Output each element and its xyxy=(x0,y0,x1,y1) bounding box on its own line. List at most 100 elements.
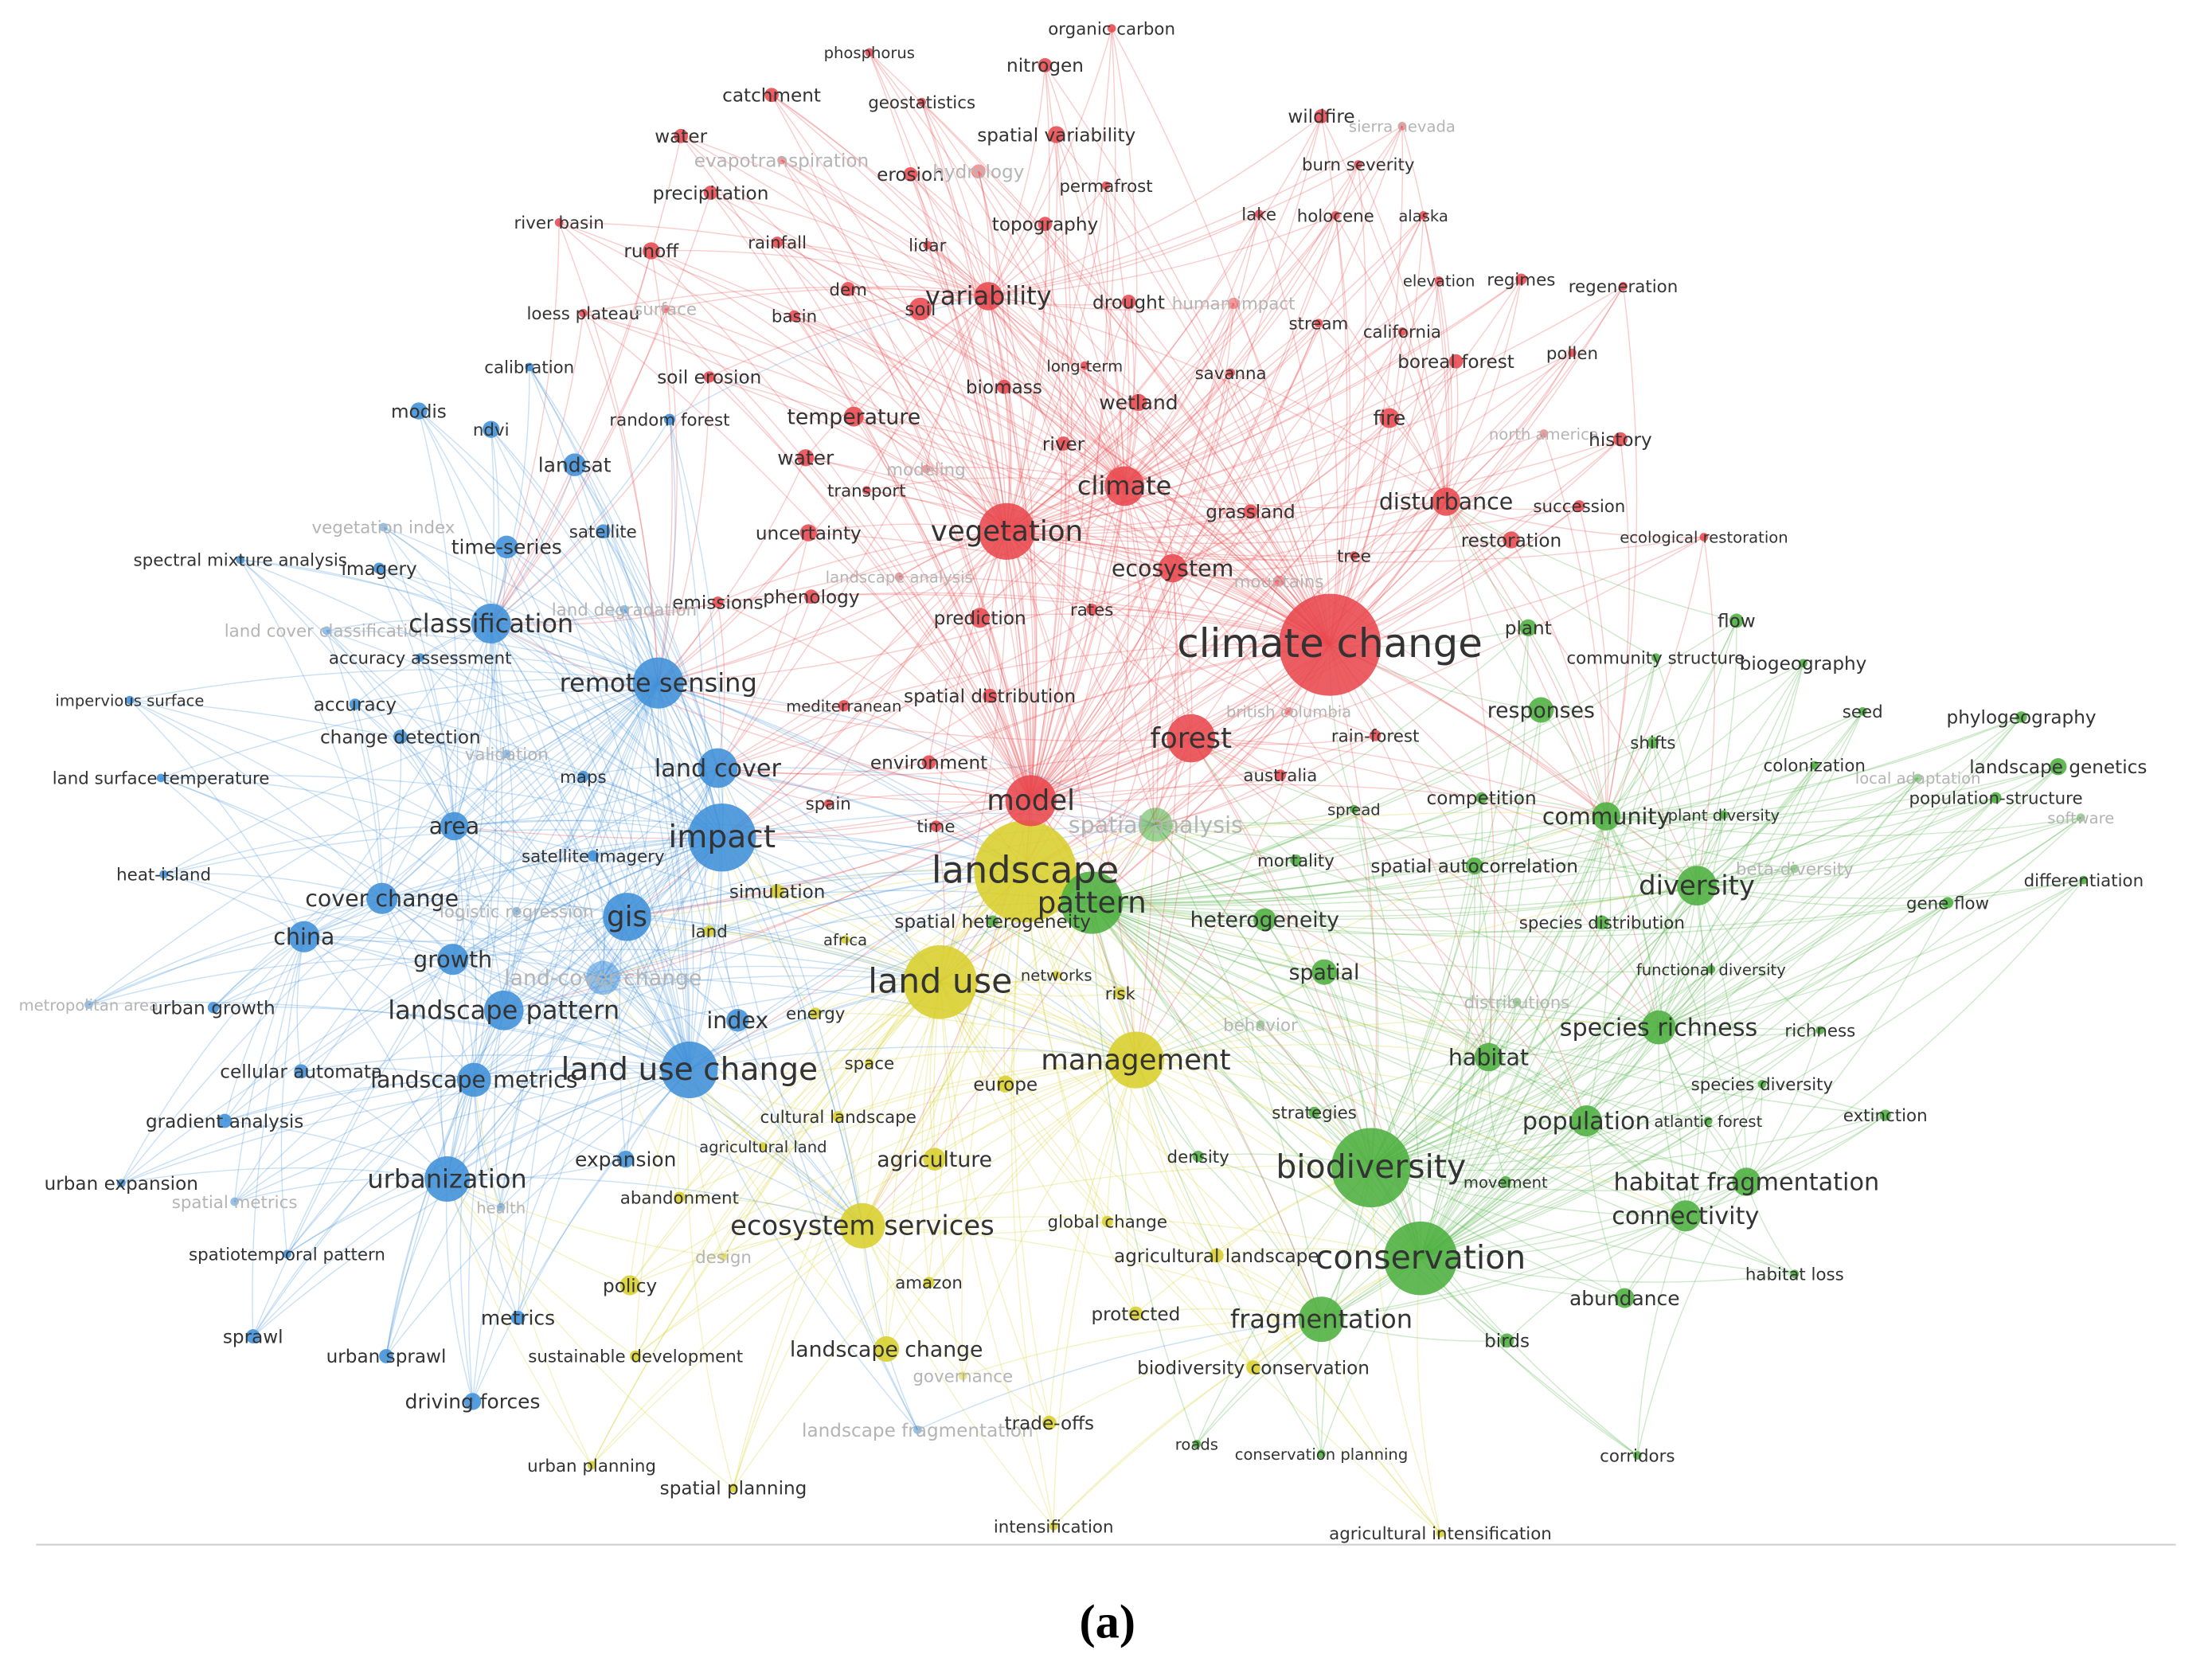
node-label: abundance xyxy=(1569,1287,1680,1310)
node xyxy=(1614,1288,1635,1308)
edge xyxy=(1030,536,1705,802)
node xyxy=(1107,1031,1164,1089)
edge xyxy=(1030,323,1319,801)
node-label: population xyxy=(1522,1108,1651,1136)
edge xyxy=(1091,901,1886,1116)
edge xyxy=(635,981,941,1357)
edge xyxy=(225,1120,447,1180)
node xyxy=(619,604,629,614)
node xyxy=(726,1008,749,1032)
node xyxy=(996,1075,1014,1093)
node xyxy=(603,893,651,941)
node xyxy=(1080,361,1089,370)
edge xyxy=(1006,224,1046,532)
node xyxy=(1048,126,1065,143)
edge xyxy=(987,134,1057,297)
edge xyxy=(591,981,941,1466)
node-label: topography xyxy=(992,214,1098,235)
edge xyxy=(1445,501,1737,622)
edge xyxy=(1092,901,1602,935)
edge xyxy=(733,1059,1136,1488)
edge xyxy=(234,1079,475,1202)
edge xyxy=(940,982,1050,1423)
edge xyxy=(1295,859,1421,1259)
edge xyxy=(709,295,989,377)
node xyxy=(366,882,398,914)
node xyxy=(703,186,718,200)
edge xyxy=(1585,1120,1747,1183)
edge xyxy=(776,241,1125,487)
edge xyxy=(978,170,1125,487)
edge xyxy=(1401,331,1447,502)
node xyxy=(930,820,942,832)
node-label: climate change xyxy=(1177,620,1482,667)
edge xyxy=(301,1067,475,1081)
edge xyxy=(129,699,723,839)
edge xyxy=(1155,824,1296,861)
node xyxy=(839,1202,885,1249)
edge xyxy=(1445,501,1607,817)
edge xyxy=(869,52,1032,801)
edge xyxy=(627,870,1026,918)
node-label: accuracy assessment xyxy=(329,648,512,668)
node-label: flow xyxy=(1718,612,1756,632)
edge xyxy=(657,682,738,1021)
edge xyxy=(1124,323,1319,487)
edge xyxy=(1006,352,1573,533)
node xyxy=(823,799,833,808)
edge xyxy=(129,699,690,1071)
edge xyxy=(1135,1019,1659,1061)
edge xyxy=(1127,301,1331,645)
edge xyxy=(454,825,604,979)
edge xyxy=(961,871,1026,1376)
edge xyxy=(473,768,719,1081)
node xyxy=(587,850,599,862)
edge xyxy=(1190,737,1659,1028)
edge xyxy=(381,895,627,918)
edge xyxy=(1420,657,1657,1259)
edge xyxy=(629,1225,862,1286)
edge xyxy=(629,1059,1136,1286)
edge xyxy=(658,682,1031,802)
edge xyxy=(1329,286,1624,646)
node xyxy=(463,1393,482,1410)
edge xyxy=(1487,815,1607,1058)
edge xyxy=(1321,885,1698,1320)
edge xyxy=(1091,901,1820,1031)
edge xyxy=(963,1318,1322,1377)
node-label: spatial planning xyxy=(660,1479,807,1500)
edge xyxy=(988,214,1336,297)
edge xyxy=(473,1079,592,1466)
node xyxy=(2050,758,2067,776)
node xyxy=(1121,295,1136,309)
edge xyxy=(1025,644,1331,873)
node-label: fire xyxy=(1374,407,1406,430)
edge xyxy=(1030,215,1425,801)
node-label: organic carbon xyxy=(1048,19,1175,39)
edge xyxy=(163,874,690,1071)
node xyxy=(1314,109,1329,123)
edge xyxy=(658,295,989,684)
edge xyxy=(1420,902,1948,1259)
edge xyxy=(635,1069,690,1356)
edge xyxy=(1696,537,1715,886)
edge xyxy=(1171,303,1234,569)
edge xyxy=(1171,372,1232,569)
node xyxy=(349,698,361,710)
node-label: tree xyxy=(1337,546,1371,566)
node xyxy=(1038,57,1053,72)
edge xyxy=(651,250,1032,801)
edge xyxy=(1696,885,1948,907)
node-label: history xyxy=(1589,430,1652,451)
edge xyxy=(446,826,466,1179)
edge xyxy=(490,313,584,624)
edge xyxy=(1030,539,1512,802)
edge xyxy=(1091,568,1174,903)
edge xyxy=(928,1059,1136,1283)
node xyxy=(632,657,684,709)
edge xyxy=(940,981,1108,1222)
edge xyxy=(303,936,453,960)
node xyxy=(1274,769,1286,781)
edge xyxy=(1025,501,1447,872)
edge xyxy=(1655,657,1698,886)
